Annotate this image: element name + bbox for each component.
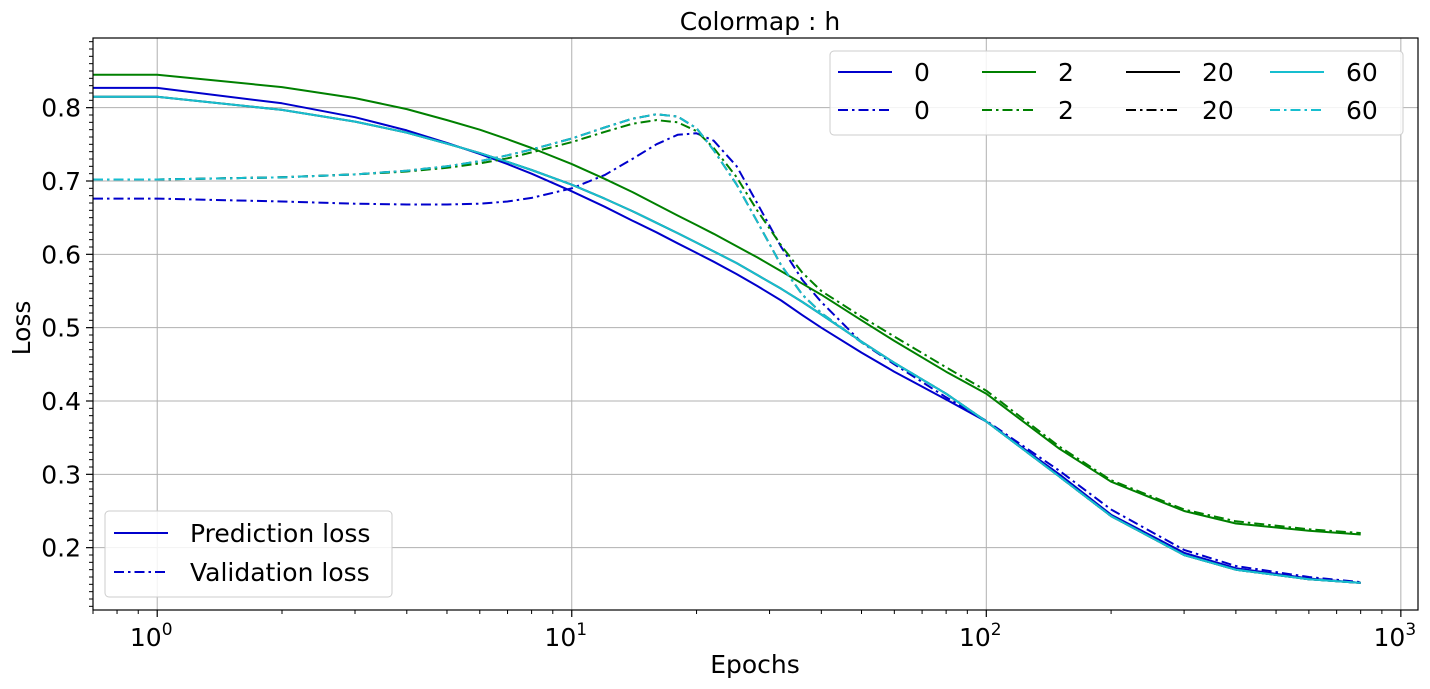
- style-legend-box: [104, 510, 393, 598]
- series-legend: 0 0 2 2 20 20 60 60: [829, 50, 1404, 136]
- series-line-2-validation: [93, 119, 1361, 534]
- legend-label-0: 0: [914, 96, 930, 125]
- series-legend-box: [829, 50, 1404, 136]
- legend-label-0: 0: [914, 58, 930, 87]
- y-tick-label: 0.7: [41, 167, 81, 196]
- x-tick-label: 100: [130, 620, 173, 652]
- legend-label-2: 2: [1058, 58, 1074, 87]
- legend-label-20: 20: [1202, 58, 1234, 87]
- y-tick-label: 0.8: [41, 94, 81, 123]
- series-lines: [93, 73, 1361, 584]
- y-tick-label: 0.6: [41, 240, 81, 269]
- legend-label-20: 20: [1202, 96, 1234, 125]
- x-axis-title: Epochs: [710, 650, 800, 679]
- style-legend: Prediction loss Validation loss: [104, 510, 393, 598]
- x-tick-label: 102: [959, 620, 1002, 652]
- legend-label-60: 60: [1346, 96, 1378, 125]
- series-line-0-validation: [93, 132, 1361, 584]
- legend-label-2: 2: [1058, 96, 1074, 125]
- y-tick-label: 0.2: [41, 534, 81, 563]
- plot-frame: [92, 37, 1419, 611]
- axis-ticks: [86, 41, 1402, 617]
- style-legend-label: Prediction loss: [190, 519, 370, 548]
- x-tick-label: 103: [1374, 620, 1417, 652]
- chart-title: Colormap : h: [680, 7, 841, 36]
- x-tick-labels: 100 101 102 103: [130, 620, 1416, 652]
- y-tick-labels: 0.2 0.3 0.4 0.5 0.6 0.7 0.8: [41, 94, 81, 563]
- y-tick-label: 0.4: [41, 387, 81, 416]
- series-line-60-prediction: [93, 95, 1361, 584]
- series-line-60-validation: [93, 113, 1361, 584]
- x-tick-label: 101: [544, 620, 587, 652]
- y-tick-label: 0.5: [41, 314, 81, 343]
- legend-label-60: 60: [1346, 58, 1378, 87]
- y-axis-title: Loss: [7, 301, 36, 356]
- style-legend-label: Validation loss: [190, 558, 370, 587]
- y-tick-label: 0.3: [41, 460, 81, 489]
- series-line-2-prediction: [93, 73, 1361, 536]
